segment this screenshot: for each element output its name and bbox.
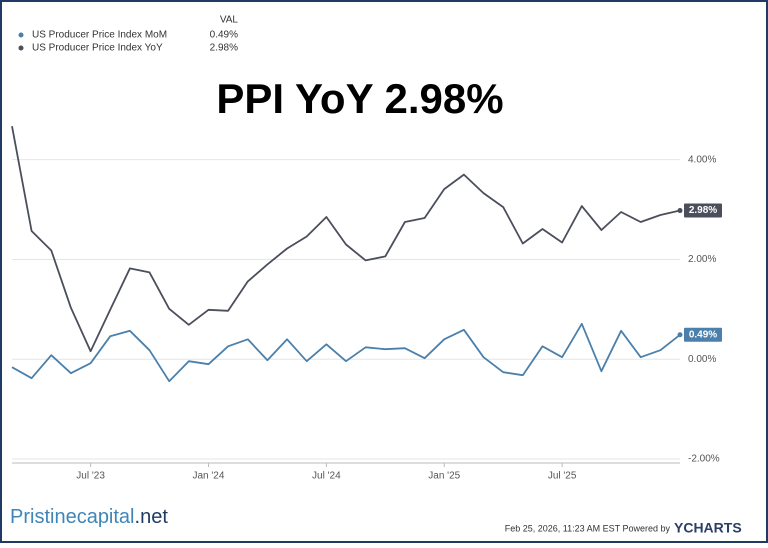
legend-marker [18,32,24,38]
series-line [11,322,681,383]
end-label: 0.49% [689,329,717,340]
x-tick-label: Jan '24 [193,471,225,482]
x-tick-label: Jul '23 [76,471,105,482]
legend-header: VAL [220,15,239,26]
x-tick-label: Jul '25 [548,471,577,482]
y-tick-label: 0.00% [688,354,716,365]
brand: Pristinecapital.net [10,506,168,528]
y-tick-label: 4.00% [688,154,716,165]
x-tick-label: Jan '25 [428,471,460,482]
end-point [677,208,683,214]
legend-value: 0.49% [210,30,238,41]
y-tick-label: -2.00% [688,454,720,465]
legend-value: 2.98% [210,43,238,54]
brand-part: .net [135,506,169,528]
legend-label: US Producer Price Index YoY [32,43,163,54]
end-label-bg [684,203,722,218]
brand-part: Pristinecapital [10,506,135,528]
end-label: 2.98% [689,205,717,216]
end-label-bg [684,327,722,342]
end-point [677,332,683,338]
chart-title: PPI YoY 2.98% [216,75,503,122]
credit-logo: YCHARTS [674,520,742,536]
legend-marker [18,45,24,51]
series-line [11,126,681,353]
credit: Feb 25, 2026, 11:23 AM EST Powered by [505,523,671,533]
y-tick-label: 2.00% [688,254,716,265]
plot-area [11,126,683,460]
legend-label: US Producer Price Index MoM [32,30,167,41]
x-tick-label: Jul '24 [312,471,341,482]
